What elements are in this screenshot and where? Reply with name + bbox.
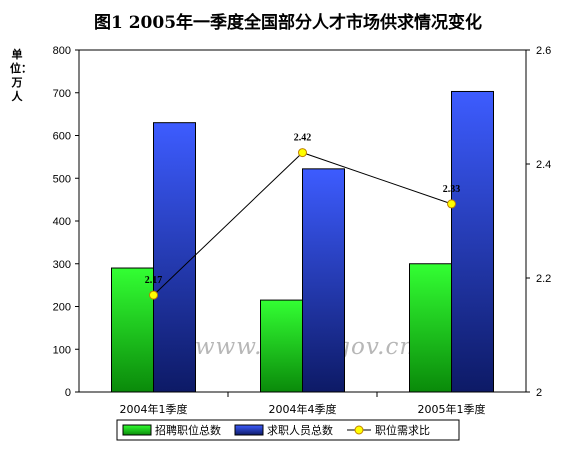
y-tick-label: 100 [53,344,71,356]
y2-tick-label: 2.2 [536,273,551,285]
bar-applicants [451,90,494,393]
ratio-data-label: 2.17 [145,275,163,286]
bar-recruit [409,263,452,393]
legend-swatch [122,424,152,436]
y-tick-label: 600 [53,131,71,143]
ratio-data-label: 2.42 [294,133,312,144]
y-tick-label: 500 [53,173,71,185]
x-tick-label: 2005年1季度 [418,402,486,416]
y-tick-label: 700 [53,88,71,100]
y-tick-label: 300 [53,259,71,271]
y-tick-label: 200 [53,302,71,314]
legend-marker [354,425,364,435]
ratio-point [298,148,307,158]
legend-swatch [234,424,264,436]
ratio-data-label: 2.33 [443,184,461,195]
bar-applicants [153,122,196,393]
bar-recruit [111,267,154,393]
ratio-point [149,290,158,300]
y-tick-label: 400 [53,216,71,228]
x-tick-label: 2004年1季度 [120,402,188,416]
y-tick-label: 800 [53,45,71,57]
y2-tick-label: 2.4 [536,159,551,171]
x-tick-label: 2004年4季度 [269,402,337,416]
legend-label: 求职人员总数 [267,423,333,437]
legend-label: 职位需求比 [375,423,430,437]
legend [116,419,460,441]
y-tick-label: 0 [65,387,71,399]
bar-recruit [260,299,303,393]
ratio-point [447,199,456,209]
bar-applicants [302,168,345,393]
legend-label: 招聘职位总数 [155,423,221,437]
y2-tick-label: 2 [536,387,542,399]
chart-title: 图1 2005年一季度全国部分人才市场供求情况变化 [93,13,483,33]
y2-tick-label: 2.6 [536,45,551,57]
